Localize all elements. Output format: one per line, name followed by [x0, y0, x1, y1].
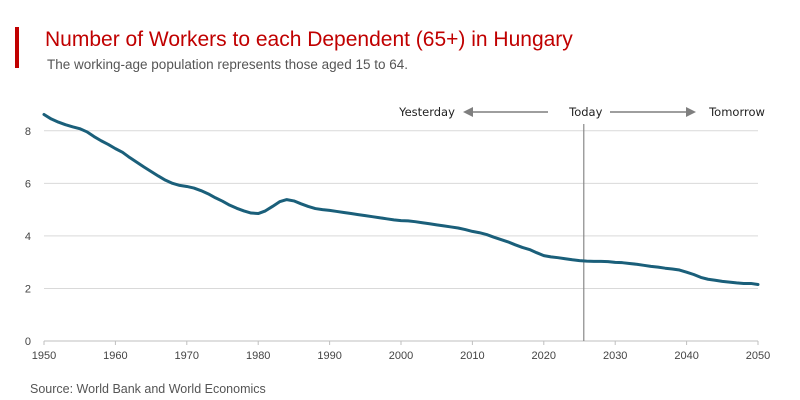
x-tick-label: 1970: [175, 350, 199, 362]
title-accent-bar: [15, 27, 19, 68]
y-tick-label: 6: [25, 178, 31, 190]
x-tick-label: 2030: [603, 350, 627, 362]
y-tick-label: 4: [25, 231, 31, 243]
x-tick-label: 1960: [103, 350, 127, 362]
series-line: [42, 112, 760, 286]
y-tick-label: 2: [25, 283, 31, 295]
x-tick-label: 1950: [32, 350, 56, 362]
x-tick-label: 2020: [532, 350, 556, 362]
x-tick-label: 2040: [674, 350, 698, 362]
x-tick-label: 2000: [389, 350, 413, 362]
x-tick-label: 1980: [246, 350, 270, 362]
y-tick-label: 0: [25, 336, 31, 348]
y-tick-label: 8: [25, 126, 31, 138]
source-note: Source: World Bank and World Economics: [30, 382, 266, 396]
today-label: Today: [568, 105, 602, 119]
tomorrow-label: Tomorrow: [708, 105, 765, 119]
chart-title: Number of Workers to each Dependent (65+…: [45, 28, 573, 51]
x-tick-label: 2050: [746, 350, 770, 362]
yesterday-label: Yesterday: [398, 105, 455, 119]
chart-subtitle: The working-age population represents th…: [47, 57, 408, 72]
x-tick-label: 2010: [460, 350, 484, 362]
x-tick-label: 1990: [317, 350, 341, 362]
